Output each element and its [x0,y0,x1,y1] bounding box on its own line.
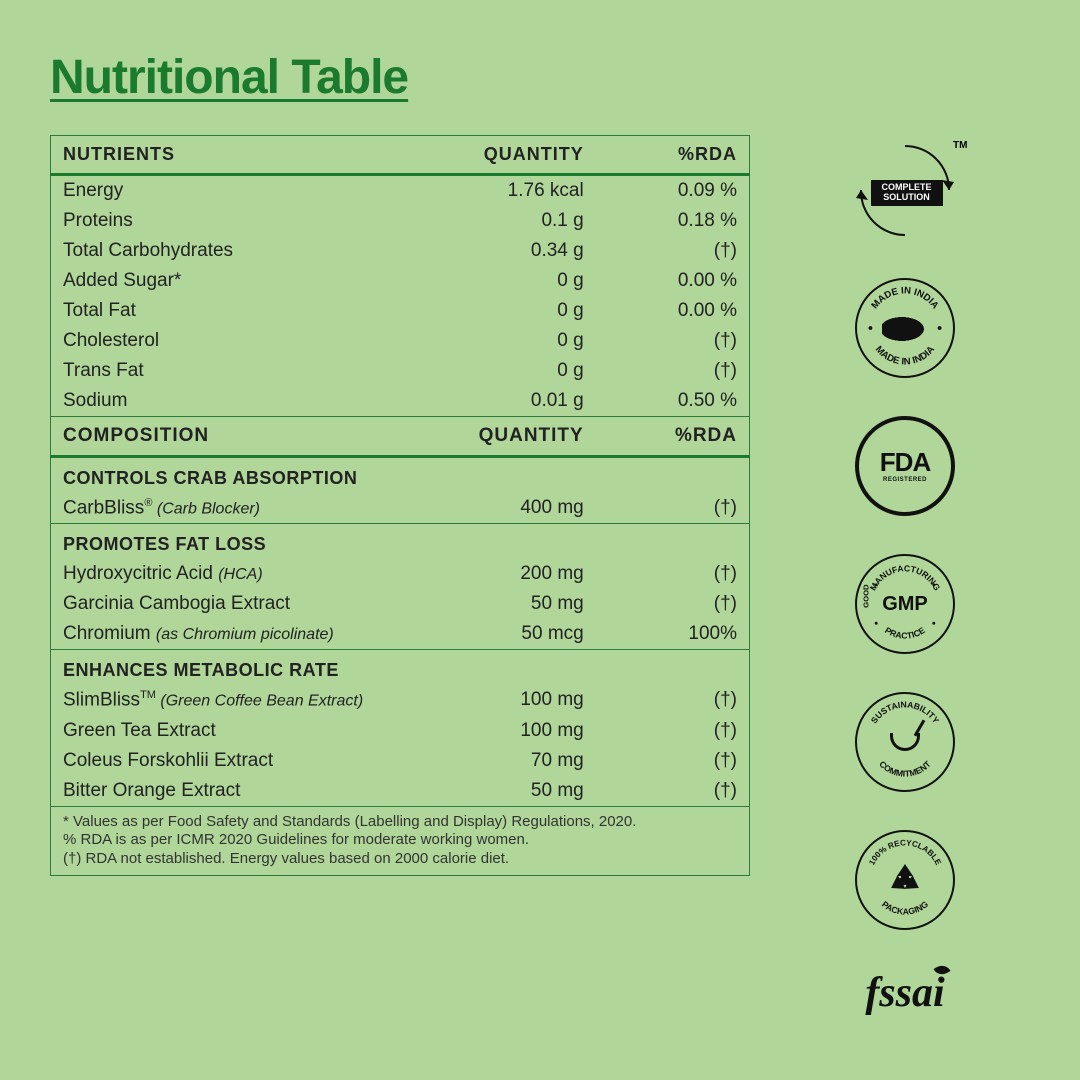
fda-sub: REGISTERED [880,477,930,483]
col-quantity: QUANTITY [442,136,596,175]
table-row: CONTROLS CRAB ABSORPTION [51,457,750,494]
table-row: Bitter Orange Extract50 mg(†) [51,776,750,807]
svg-text:PRACTICE: PRACTICE [883,625,927,641]
table-row: Energy1.76 kcal0.09 % [51,175,750,207]
svg-text:COMMITMENT: COMMITMENT [877,758,933,778]
nutrition-table: NUTRIENTS QUANTITY %RDA Energy1.76 kcal0… [50,135,750,807]
col-nutrients: NUTRIENTS [51,136,442,175]
table-row: ENHANCES METABOLIC RATE [51,650,750,686]
badge-gmp: MANUFACTURING PRACTICE GOOD GMP [850,549,960,659]
table-row: Coleus Forskohlii Extract70 mg(†) [51,746,750,776]
svg-text:GOOD: GOOD [862,584,871,608]
table-body: Energy1.76 kcal0.09 %Proteins0.1 g0.18 %… [51,175,750,807]
table-row: Cholesterol0 g(†) [51,326,750,356]
badges-column: COMPLETE SOLUTION TM MADE IN INDIA MADE … [840,135,970,1023]
table-row: Total Fat0 g0.00 % [51,296,750,326]
table-row: PROMOTES FAT LOSS [51,524,750,560]
table-row: Chromium (as Chromium picolinate)50 mcg1… [51,619,750,650]
svg-text:SUSTAINABILITY: SUSTAINABILITY [869,699,941,725]
svg-text:PACKAGING: PACKAGING [880,899,930,917]
badge-fssai: fssai [850,963,960,1023]
table-row: Hydroxycitric Acid (HCA)200 mg(†) [51,559,750,589]
badge-recyclable: 100% RECYCLABLE PACKAGING [850,825,960,935]
page-title: Nutritional Table [50,50,1040,105]
svg-text:100% RECYCLABLE: 100% RECYCLABLE [867,838,943,867]
table-row: Green Tea Extract100 mg(†) [51,716,750,746]
table-row: Proteins0.1 g0.18 % [51,206,750,236]
table-header-composition: COMPOSITIONQUANTITY%RDA [51,417,750,457]
nutrition-table-wrap: NUTRIENTS QUANTITY %RDA Energy1.76 kcal0… [50,135,750,1023]
complete-l2: SOLUTION [883,193,930,202]
badge-made-in-india: MADE IN INDIA MADE IN INDIA [850,273,960,383]
content-row: NUTRIENTS QUANTITY %RDA Energy1.76 kcal0… [50,135,1040,1023]
footnote-line: * Values as per Food Safety and Standard… [63,813,737,832]
fda-text: FDA [880,449,930,476]
table-row: Total Carbohydrates0.34 g(†) [51,236,750,266]
lion-icon [882,315,928,341]
footnotes: * Values as per Food Safety and Standard… [50,807,750,876]
footnote-line: (†) RDA not established. Energy values b… [63,850,737,869]
svg-text:MADE IN INDIA: MADE IN INDIA [873,344,937,368]
footnote-line: % RDA is as per ICMR 2020 Guidelines for… [63,831,737,850]
table-header-nutrients: NUTRIENTS QUANTITY %RDA [51,136,750,175]
table-row: Sodium0.01 g0.50 % [51,386,750,417]
table-row: Garcinia Cambogia Extract50 mg(†) [51,589,750,619]
svg-text:MADE IN INDIA: MADE IN INDIA [869,285,940,311]
badge-sustainability: SUSTAINABILITY COMMITMENT [850,687,960,797]
table-row: SlimBlissTM (Green Coffee Bean Extract)1… [51,685,750,715]
table-row: CarbBliss® (Carb Blocker)400 mg(†) [51,493,750,524]
col-rda: %RDA [596,136,750,175]
table-row: Added Sugar*0 g0.00 % [51,266,750,296]
svg-text:MANUFACTURING: MANUFACTURING [868,563,943,592]
badge-fda: FDA REGISTERED [850,411,960,521]
tm-mark: TM [953,140,967,151]
fssai-text: fssai [865,969,944,1017]
badge-complete-solution: COMPLETE SOLUTION TM [850,135,960,245]
table-row: Trans Fat0 g(†) [51,356,750,386]
